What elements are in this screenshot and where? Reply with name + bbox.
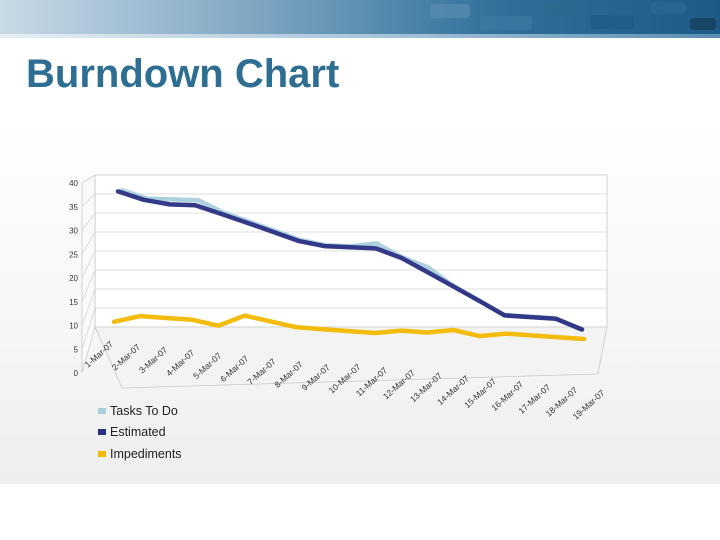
gridline-side bbox=[81, 288, 96, 326]
legend-item: Tasks To Do bbox=[98, 400, 182, 422]
legend-label: Impediments bbox=[110, 446, 182, 461]
gridline-side bbox=[81, 269, 96, 302]
legend-swatch bbox=[98, 407, 106, 414]
banner-tile bbox=[650, 2, 686, 14]
banner-tile bbox=[430, 4, 470, 18]
y-tick-label: 5 bbox=[74, 345, 79, 354]
gridline-side bbox=[81, 193, 96, 208]
y-tick-label: 20 bbox=[69, 274, 78, 283]
y-tick-label: 0 bbox=[74, 369, 79, 378]
gridline-side bbox=[81, 174, 96, 184]
legend-swatch bbox=[98, 429, 106, 436]
banner-tile bbox=[690, 18, 716, 30]
gridline-side bbox=[81, 231, 96, 255]
chart-legend: Tasks To Do Estimated Impediments bbox=[98, 400, 182, 465]
legend-item: Impediments bbox=[98, 443, 182, 465]
gridline-side bbox=[81, 326, 96, 374]
y-tick-label: 10 bbox=[69, 322, 78, 331]
burndown-chart: 05101520253035401-Mar-072-Mar-073-Mar-07… bbox=[69, 174, 608, 421]
banner-stripe bbox=[0, 34, 720, 38]
header-banner bbox=[0, 0, 720, 38]
y-tick-label: 30 bbox=[69, 227, 78, 236]
legend-label: Tasks To Do bbox=[110, 403, 178, 418]
banner-tile bbox=[545, 3, 575, 15]
slide-title: Burndown Chart bbox=[26, 52, 340, 96]
y-tick-label: 15 bbox=[69, 298, 78, 307]
legend-swatch bbox=[98, 450, 106, 457]
legend-label: Estimated bbox=[110, 425, 166, 440]
y-tick-label: 35 bbox=[69, 203, 78, 212]
y-tick-label: 40 bbox=[69, 179, 78, 188]
gridline-side bbox=[81, 250, 96, 279]
legend-item: Estimated bbox=[98, 422, 182, 444]
banner-tile bbox=[480, 16, 532, 30]
banner-tile bbox=[590, 15, 634, 29]
gridline-side bbox=[81, 307, 96, 350]
y-tick-label: 25 bbox=[69, 250, 78, 259]
gridline-side bbox=[81, 212, 96, 231]
